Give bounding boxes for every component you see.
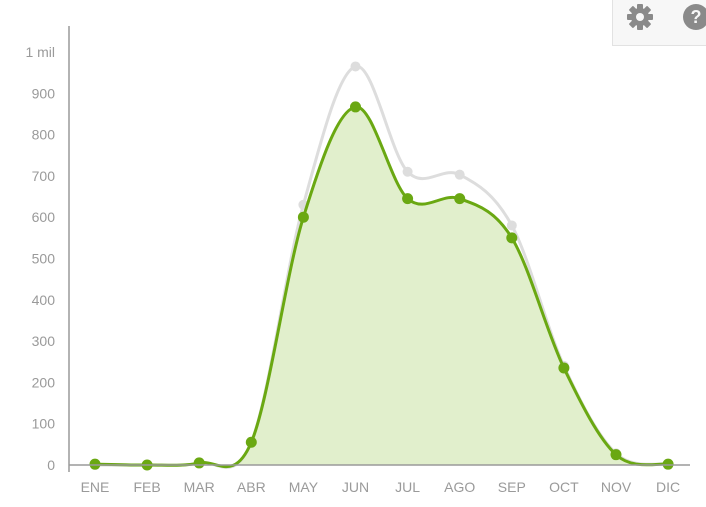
y-tick-label: 100 (32, 416, 56, 432)
svg-text:?: ? (691, 7, 702, 27)
y-tick-label: 1 mil (25, 44, 55, 60)
help-button[interactable]: ? (681, 2, 706, 32)
primary-data-point[interactable] (662, 458, 674, 470)
y-tick-label: 600 (32, 209, 56, 225)
y-axis-ticks: 0 100 200 300 400 500 600 700 800 900 1 mil (25, 44, 55, 473)
x-tick-label: OCT (549, 479, 579, 495)
x-tick-label: MAR (184, 479, 215, 495)
help-circle-icon: ? (683, 4, 706, 30)
y-tick-label: 200 (32, 374, 56, 390)
y-tick-label: 900 (32, 85, 56, 101)
x-tick-label: SEP (498, 479, 526, 495)
secondary-data-point[interactable] (402, 166, 413, 177)
primary-area-fill (95, 106, 669, 467)
y-tick-label: 700 (32, 168, 56, 184)
x-tick-label: ABR (237, 479, 266, 495)
series-layer (89, 61, 674, 471)
y-tick-label: 800 (32, 127, 56, 143)
primary-data-point[interactable] (297, 211, 309, 223)
primary-data-point[interactable] (454, 193, 466, 205)
secondary-data-point[interactable] (506, 220, 517, 231)
x-tick-label: DIC (656, 479, 680, 495)
chart-toolbar: ? (612, 0, 706, 46)
secondary-data-point[interactable] (350, 61, 361, 72)
primary-data-point[interactable] (610, 449, 622, 461)
x-tick-label: MAY (289, 479, 319, 495)
y-tick-label: 0 (47, 457, 55, 473)
y-tick-label: 300 (32, 333, 56, 349)
x-tick-label: AGO (444, 479, 475, 495)
x-tick-label: JUL (395, 479, 420, 495)
primary-data-point[interactable] (89, 458, 101, 470)
y-tick-label: 400 (32, 292, 56, 308)
primary-data-point[interactable] (193, 457, 205, 469)
x-tick-label: FEB (133, 479, 160, 495)
x-tick-label: ENE (81, 479, 110, 495)
x-axis-ticks: ENE FEB MAR ABR MAY JUN JUL AGO SEP OCT NOV DIC (81, 479, 681, 495)
primary-data-point[interactable] (245, 436, 257, 448)
gear-icon (627, 4, 653, 30)
primary-data-point[interactable] (350, 101, 361, 113)
x-tick-label: NOV (601, 479, 632, 495)
y-tick-label: 500 (32, 251, 56, 267)
secondary-data-point[interactable] (454, 169, 465, 180)
primary-data-point[interactable] (506, 232, 518, 244)
primary-data-point[interactable] (558, 362, 570, 374)
x-tick-label: JUN (342, 479, 369, 495)
primary-data-point[interactable] (402, 193, 414, 205)
settings-button[interactable] (625, 2, 655, 32)
